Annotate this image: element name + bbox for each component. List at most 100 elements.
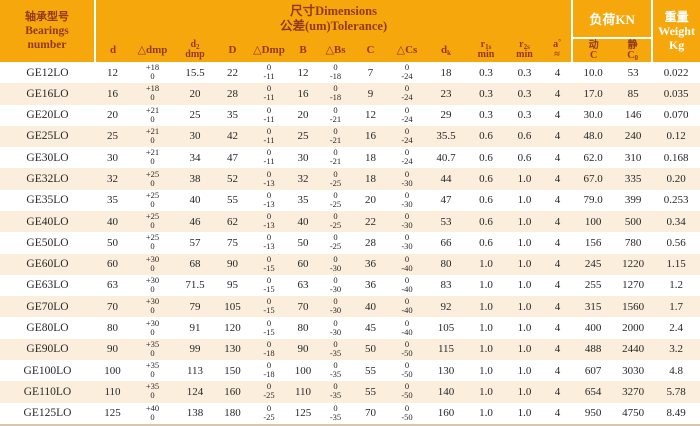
tolerance-value: 0 -25 xyxy=(329,168,342,188)
cell-a: 4 xyxy=(543,125,573,148)
cell-dmp: +25 0 xyxy=(130,210,175,233)
cell-B: 60 xyxy=(288,253,318,275)
cell-Dmp: 0 -11 xyxy=(250,125,288,148)
cell-Dmp: 0 -11 xyxy=(250,62,288,83)
tolerance-value: +21 0 xyxy=(145,104,160,124)
cell-Cs: 0 -50 xyxy=(388,338,426,360)
tolerance-value: 0 -18 xyxy=(263,360,275,380)
col-header-Cs: △Cs xyxy=(388,38,426,62)
cell-Cs: 0 -40 xyxy=(388,275,426,296)
dimensions-header: 尺寸Dimensions 公差(um)Tolerance) xyxy=(95,0,573,38)
cell-weight: 0.20 xyxy=(652,168,700,190)
cell-weight: 4.8 xyxy=(669,364,683,377)
col-header-stat: 静 C0 xyxy=(614,38,653,62)
cell-Bs: 0 -18 xyxy=(318,62,353,83)
cell-D: 42 xyxy=(215,125,250,148)
tolerance-value: +40 0 xyxy=(145,402,160,422)
cell-r1s: 1.0 xyxy=(479,407,493,420)
cell-B: 32 xyxy=(288,168,318,190)
cell-d2: 20 xyxy=(175,83,215,105)
cell-D: 160 xyxy=(215,381,250,403)
tolerance-value: 0 -25 xyxy=(329,211,342,231)
cell-D: 90 xyxy=(215,253,250,275)
cell-D: 28 xyxy=(215,83,250,105)
tolerance-value: 0 -21 xyxy=(329,147,342,167)
tolerance-value: 0 -25 xyxy=(263,381,275,401)
cell-C: 12 xyxy=(365,109,376,122)
cell-d2: 113 xyxy=(186,364,204,377)
cell-r2s: 0.3 xyxy=(506,83,543,105)
tolerance-value: 0 -30 xyxy=(401,232,413,252)
cell-d: 20 xyxy=(107,109,118,122)
bearing-model: GE80LO xyxy=(26,322,69,335)
cell-r1s: 0.6 xyxy=(466,168,506,190)
cell-d: 80 xyxy=(107,322,118,335)
tolerance-value: 0 -50 xyxy=(401,360,413,380)
cell-a: 4 xyxy=(543,296,573,318)
cell-d: 63 xyxy=(107,279,118,292)
cell-a: 4 xyxy=(543,338,573,360)
cell-C: 16 xyxy=(353,125,388,148)
cell-B: 30 xyxy=(297,151,309,164)
cell-dmp: +30 0 xyxy=(130,253,175,275)
col-header-D: D xyxy=(215,38,250,62)
bearing-model: GE40LO xyxy=(0,210,95,233)
cell-r2s: 1.0 xyxy=(506,253,543,275)
cell-a: 4 xyxy=(543,381,573,403)
cell-stat: 500 xyxy=(614,210,653,233)
tolerance-value: 0 -13 xyxy=(263,168,275,188)
cell-weight: 0.035 xyxy=(652,83,700,105)
cell-weight: 0.56 xyxy=(666,236,686,249)
cell-dmp: +21 0 xyxy=(130,147,175,168)
cell-Bs: 0 -30 xyxy=(318,275,353,296)
tolerance-value: +25 0 xyxy=(145,168,160,188)
cell-Bs: 0 -25 xyxy=(318,190,353,211)
cell-B: 70 xyxy=(288,296,318,318)
cell-stat: 1220 xyxy=(614,253,653,275)
tolerance-value: 0 -11 xyxy=(263,104,275,124)
cell-stat: 780 xyxy=(624,236,642,249)
bearing-model: GE63LO xyxy=(26,279,69,292)
cell-Dmp: 0 -13 xyxy=(250,168,288,190)
cell-B: 16 xyxy=(288,83,318,105)
cell-D: 75 xyxy=(227,236,238,249)
table-row: GE12LO 12 +18 0 15.5 22 0 -11 12 0 -18 7 0 -24 18 0.3 0.… xyxy=(0,62,700,83)
col-header-Dmp: △Dmp xyxy=(250,38,288,62)
cell-dmp: +30 0 xyxy=(130,317,175,338)
tolerance-value: +30 0 xyxy=(145,296,160,316)
cell-dmp: +21 0 xyxy=(130,105,175,126)
cell-stat: 85 xyxy=(614,83,653,105)
cell-r1s: 0.3 xyxy=(479,66,493,79)
cell-dyn: 315 xyxy=(572,296,615,318)
cell-dk: 105 xyxy=(437,322,455,335)
cell-stat: 3030 xyxy=(622,364,645,377)
cell-d: 60 xyxy=(95,253,130,275)
tolerance-value: 0 -13 xyxy=(263,211,275,231)
table-row: GE16LO 16 +18 0 20 28 0 -11 16 0 -18 9 0 -24 23 0.3 0.3 4… xyxy=(0,83,700,105)
tolerance-value: 0 -24 xyxy=(401,62,413,82)
tolerance-value: +25 0 xyxy=(145,232,160,252)
tolerance-value: 0 -35 xyxy=(329,402,342,422)
tolerance-value: 0 -30 xyxy=(329,296,342,316)
cell-r2s: 1.0 xyxy=(506,381,543,403)
table-row: GE32LO 32 +25 0 38 52 0 -13 32 0 -25 18 0 -30 44 0.6 1.0… xyxy=(0,168,700,190)
tolerance-value: 0 -30 xyxy=(329,274,342,294)
cell-dyn: 654 xyxy=(572,381,615,403)
cell-Cs: 0 -30 xyxy=(388,210,426,233)
cell-Dmp: 0 -11 xyxy=(250,105,288,126)
bearing-model: GE100LO xyxy=(23,364,72,377)
cell-d2: 71.5 xyxy=(185,279,205,292)
table-row: GE40LO 40 +25 0 46 62 0 -13 40 0 -25 22 0 -30 53 0.6 1.0… xyxy=(0,210,700,233)
cell-weight: 3.2 xyxy=(652,338,700,360)
cell-Cs: 0 -24 xyxy=(388,83,426,105)
tolerance-value: 0 -13 xyxy=(263,189,275,209)
cell-dyn: 10.0 xyxy=(583,66,603,79)
cell-Dmp: 0 -25 xyxy=(250,403,288,426)
tolerance-value: 0 -50 xyxy=(401,338,413,358)
cell-dyn: 255 xyxy=(584,279,602,292)
cell-Bs: 0 -35 xyxy=(318,338,353,360)
tolerance-value: 0 -21 xyxy=(329,104,342,124)
cell-Cs: 0 -40 xyxy=(388,253,426,275)
cell-d: 100 xyxy=(104,364,121,377)
cell-d2: 57 xyxy=(189,236,201,249)
